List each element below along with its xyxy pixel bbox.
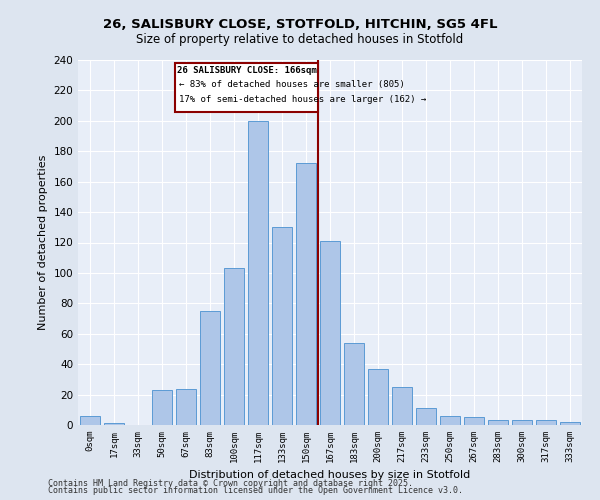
Bar bbox=[296, 164, 316, 425]
FancyBboxPatch shape bbox=[175, 63, 318, 112]
Text: ← 83% of detached houses are smaller (805): ← 83% of detached houses are smaller (80… bbox=[179, 80, 404, 89]
Bar bbox=[464, 418, 484, 425]
Bar bbox=[272, 228, 292, 425]
Text: Size of property relative to detached houses in Stotfold: Size of property relative to detached ho… bbox=[136, 32, 464, 46]
Bar bbox=[80, 416, 100, 425]
Bar bbox=[248, 121, 268, 425]
Bar bbox=[368, 368, 388, 425]
Bar bbox=[560, 422, 580, 425]
Y-axis label: Number of detached properties: Number of detached properties bbox=[38, 155, 48, 330]
Bar bbox=[512, 420, 532, 425]
Bar bbox=[320, 241, 340, 425]
Bar bbox=[416, 408, 436, 425]
Text: 17% of semi-detached houses are larger (162) →: 17% of semi-detached houses are larger (… bbox=[179, 95, 426, 104]
Text: 26 SALISBURY CLOSE: 166sqm: 26 SALISBURY CLOSE: 166sqm bbox=[177, 66, 316, 75]
Bar bbox=[224, 268, 244, 425]
Bar bbox=[392, 387, 412, 425]
X-axis label: Distribution of detached houses by size in Stotfold: Distribution of detached houses by size … bbox=[190, 470, 470, 480]
Bar bbox=[200, 311, 220, 425]
Bar bbox=[344, 343, 364, 425]
Bar bbox=[152, 390, 172, 425]
Bar bbox=[440, 416, 460, 425]
Text: 26, SALISBURY CLOSE, STOTFOLD, HITCHIN, SG5 4FL: 26, SALISBURY CLOSE, STOTFOLD, HITCHIN, … bbox=[103, 18, 497, 30]
Bar bbox=[176, 388, 196, 425]
Text: Contains HM Land Registry data © Crown copyright and database right 2025.: Contains HM Land Registry data © Crown c… bbox=[48, 478, 413, 488]
Bar bbox=[488, 420, 508, 425]
Bar bbox=[536, 420, 556, 425]
Bar bbox=[104, 424, 124, 425]
Text: Contains public sector information licensed under the Open Government Licence v3: Contains public sector information licen… bbox=[48, 486, 463, 495]
